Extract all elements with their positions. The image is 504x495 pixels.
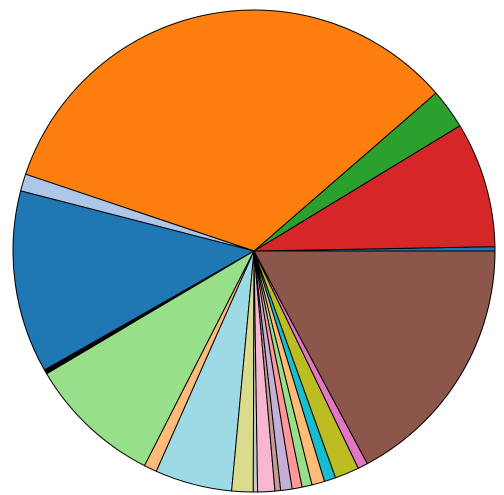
pie-slice-6: [12, 190, 255, 371]
pie-slices: [12, 9, 496, 493]
pie-slice-2: [253, 125, 496, 252]
pie-slice-8: [46, 250, 255, 467]
pie-slice-22: [253, 250, 496, 465]
pie-slice-4: [25, 9, 437, 252]
